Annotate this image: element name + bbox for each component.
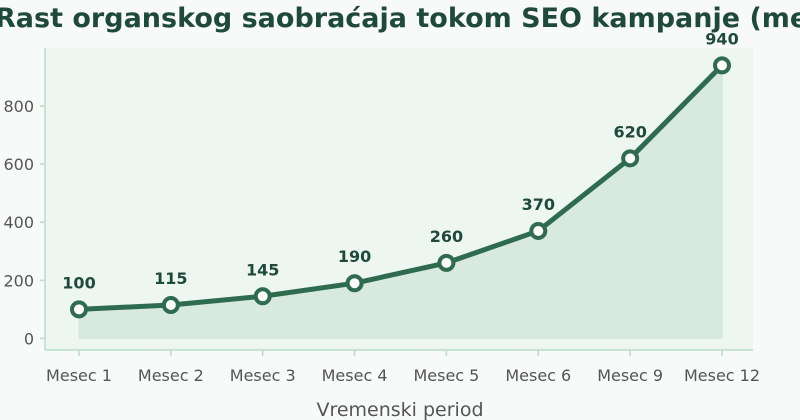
x-tick-label: Mesec 1 bbox=[46, 366, 112, 385]
data-label: 260 bbox=[430, 227, 463, 246]
x-tick-label: Mesec 3 bbox=[230, 366, 296, 385]
data-label: 370 bbox=[522, 195, 555, 214]
x-ticks: Mesec 1 Mesec 2 Mesec 3 Mesec 4 Mesec 5 Mesec… bbox=[46, 350, 760, 385]
data-points bbox=[70, 56, 731, 319]
x-tick-label: Mesec 6 bbox=[505, 366, 571, 385]
y-ticks: 0 200 400 600 800 bbox=[3, 97, 45, 348]
y-tick-label: 400 bbox=[3, 213, 34, 232]
data-label: 940 bbox=[705, 29, 738, 48]
chart-title: Rast organskog saobraćaja tokom SEO kamp… bbox=[0, 3, 800, 34]
data-point bbox=[345, 274, 364, 293]
x-tick-label: Mesec 9 bbox=[597, 366, 663, 385]
data-point bbox=[621, 149, 640, 168]
data-point bbox=[713, 56, 731, 75]
series-line bbox=[76, 62, 725, 312]
x-axis-label: Vremenski period bbox=[316, 399, 483, 420]
data-label: 190 bbox=[338, 247, 371, 266]
x-tick-label: Mesec 2 bbox=[138, 366, 204, 385]
data-label: 115 bbox=[154, 269, 187, 288]
y-tick-label: 0 bbox=[24, 329, 34, 348]
y-tick-label: 600 bbox=[3, 155, 34, 174]
data-label: 620 bbox=[613, 122, 646, 141]
x-tick-label: Mesec 5 bbox=[413, 366, 479, 385]
data-label: 100 bbox=[62, 273, 95, 292]
data-point bbox=[529, 221, 548, 240]
data-point bbox=[437, 253, 456, 272]
data-point bbox=[70, 300, 88, 319]
x-tick-label: Mesec 4 bbox=[322, 366, 388, 385]
data-point bbox=[253, 287, 272, 306]
y-tick-label: 800 bbox=[3, 97, 34, 116]
data-labels: 100 115 145 190 260 370 620 940 bbox=[62, 29, 738, 292]
x-tick-label: Mesec 12 bbox=[684, 366, 760, 385]
data-point bbox=[161, 295, 180, 314]
data-label: 145 bbox=[246, 260, 279, 279]
y-tick-label: 200 bbox=[3, 271, 34, 290]
